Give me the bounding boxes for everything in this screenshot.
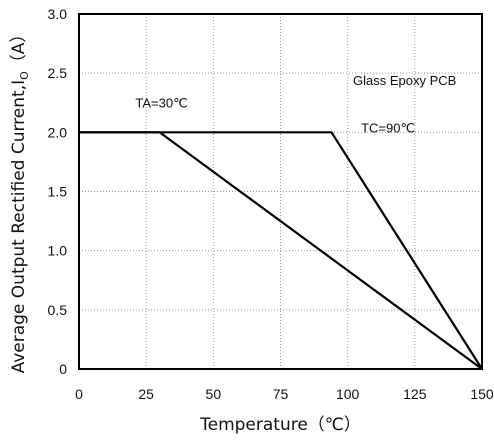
y-tick-label: 3.0 <box>48 6 68 22</box>
annotation-3: TC=90℃ <box>361 120 415 135</box>
annotation-2: Glass Epoxy PCB <box>353 73 456 88</box>
grid-lines <box>79 14 482 369</box>
x-tick-label: 25 <box>138 386 154 402</box>
annotations: TA=30℃ Glass Epoxy PCB TC=90℃ <box>135 73 456 135</box>
series-layer <box>79 131 483 370</box>
x-tick-label: 100 <box>336 386 360 402</box>
x-tick-label: 0 <box>75 386 83 402</box>
series-line-2 <box>79 131 483 370</box>
x-tick-label: 75 <box>273 386 289 402</box>
annotation-1: TA=30℃ <box>135 95 187 110</box>
x-axis-label: Temperature（℃） <box>199 415 361 435</box>
y-tick-label: 2.5 <box>48 65 68 81</box>
y-axis-label-subscript: O <box>18 71 31 80</box>
y-tick-label: 1.0 <box>48 243 68 259</box>
y-tick-label: 0.5 <box>48 302 68 318</box>
x-tick-label: 50 <box>206 386 222 402</box>
x-tick-label: 125 <box>403 386 427 402</box>
y-tick-label: 2.0 <box>48 124 68 140</box>
y-tick-labels: 0 0.5 1.0 1.5 2.0 2.5 3.0 <box>48 6 68 377</box>
x-tick-label: 150 <box>470 386 494 402</box>
y-axis-label-unit: （A） <box>9 26 29 72</box>
y-axis-label: Average Output Rectified Current,IO（A） <box>9 26 31 374</box>
y-axis-label-main: Average Output Rectified Current,I <box>9 80 29 374</box>
y-tick-label: 1.5 <box>48 184 68 200</box>
plot-frame <box>78 13 483 370</box>
y-tick-label: 0 <box>59 361 67 377</box>
x-tick-labels: 0 25 50 75 100 125 150 <box>75 386 494 402</box>
